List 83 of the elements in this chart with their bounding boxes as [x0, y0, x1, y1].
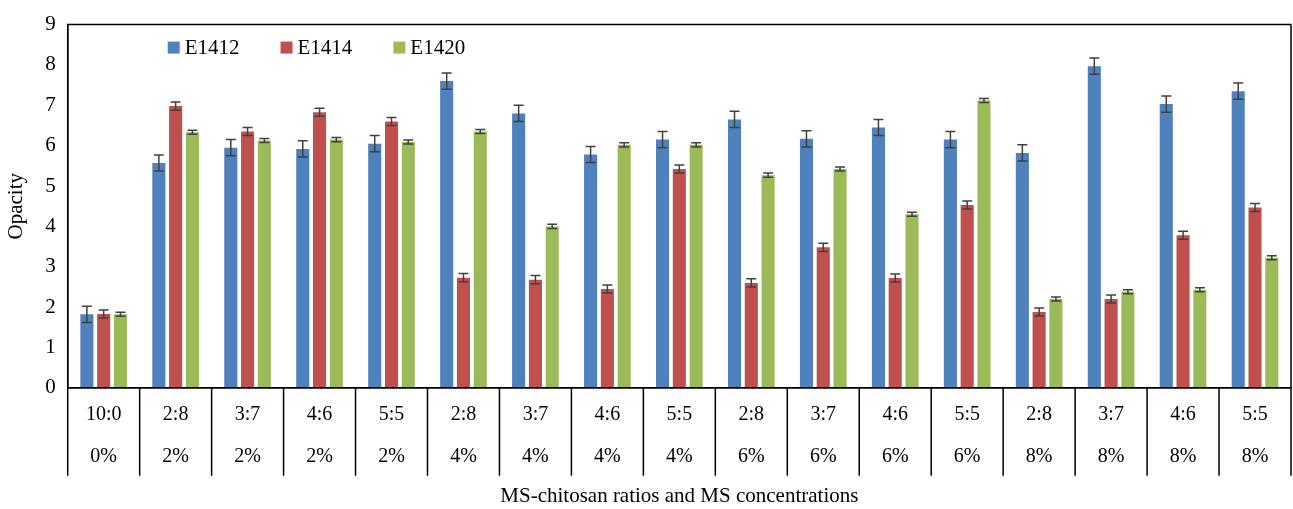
- bar: [727, 119, 742, 388]
- y-tick-label: 4: [45, 212, 57, 237]
- bar: [152, 163, 166, 388]
- bar: [368, 143, 382, 388]
- bar: [1032, 311, 1046, 388]
- y-tick-label: 8: [45, 51, 56, 76]
- bar: [528, 279, 542, 388]
- bar: [1193, 289, 1207, 388]
- bar: [473, 131, 487, 388]
- bar: [329, 139, 343, 388]
- bar: [943, 139, 957, 388]
- y-tick-label: 6: [45, 132, 56, 157]
- bar: [313, 112, 327, 388]
- x-tick-label: 3:7 8%: [1097, 402, 1125, 467]
- bar: [816, 247, 830, 388]
- y-axis-title: Opacity: [3, 172, 28, 240]
- bar: [384, 121, 399, 388]
- bar: [1121, 291, 1135, 388]
- bar: [617, 144, 631, 388]
- x-tick-label: 2:8 2%: [162, 402, 189, 467]
- bar: [512, 113, 526, 388]
- y-tick-label: 2: [45, 293, 56, 318]
- x-tick-label: 5:5 2%: [378, 402, 405, 467]
- bar: [169, 106, 183, 388]
- bar: [689, 144, 703, 388]
- legend-label: E1412: [184, 35, 240, 60]
- y-tick-label: 7: [45, 91, 56, 116]
- x-tick-label: 5:5 6%: [953, 402, 981, 467]
- legend-label: E1414: [297, 35, 353, 60]
- bar: [1087, 66, 1101, 388]
- bar: [241, 131, 255, 388]
- x-tick-label: 3:7 6%: [809, 402, 837, 467]
- bar: [833, 169, 847, 388]
- bar: [113, 314, 128, 388]
- bar: [185, 132, 199, 388]
- x-tick-label: 4:6 4%: [594, 402, 621, 467]
- x-tick-label: 3:7 2%: [234, 402, 261, 467]
- y-tick-label: 0: [45, 374, 56, 399]
- bar: [1049, 299, 1063, 388]
- x-tick-label: 4:6 2%: [306, 402, 333, 467]
- y-tick-label: 3: [45, 253, 56, 278]
- x-tick-label: 4:6 6%: [881, 402, 909, 467]
- bar: [584, 154, 598, 388]
- bar: [600, 288, 614, 388]
- x-tick-label: 2:8 6%: [737, 402, 765, 467]
- bar: [761, 175, 775, 388]
- bar: [224, 147, 238, 388]
- bar: [80, 314, 94, 388]
- bar: [97, 313, 111, 388]
- bar: [456, 277, 471, 388]
- bar: [672, 169, 686, 388]
- bar: [656, 139, 670, 388]
- x-tick-label: 3:7 4%: [522, 402, 549, 467]
- bar: [1015, 152, 1029, 388]
- x-tick-label: 2:8 8%: [1025, 402, 1053, 467]
- bar: [1248, 207, 1262, 388]
- bar: [1104, 299, 1118, 388]
- bar: [545, 226, 559, 388]
- bar: [888, 278, 902, 388]
- y-tick-label: 5: [45, 172, 56, 197]
- y-tick-label: 9: [45, 11, 56, 36]
- bar: [296, 148, 310, 388]
- bar: [799, 138, 814, 388]
- bar: [440, 81, 454, 388]
- x-axis-title: MS-chitosan ratios and MS concentrations: [500, 482, 859, 507]
- bar: [401, 142, 415, 388]
- bar: [257, 140, 271, 388]
- bar: [1265, 257, 1279, 388]
- x-tick-label: 5:5 8%: [1241, 402, 1269, 467]
- y-tick-label: 1: [45, 333, 56, 358]
- bar: [905, 214, 919, 388]
- x-tick-label: 2:8 4%: [450, 402, 477, 467]
- bar: [871, 127, 885, 388]
- bar: [960, 204, 974, 388]
- bar: [1176, 235, 1190, 388]
- legend-label: E1420: [410, 35, 466, 60]
- bar: [977, 100, 991, 388]
- bar: [1231, 91, 1245, 388]
- bar: [1159, 104, 1173, 388]
- x-tick-label: 10:0 0%: [85, 402, 122, 467]
- bar: [744, 282, 758, 388]
- x-tick-label: 5:5 4%: [666, 402, 693, 467]
- x-tick-label: 4:6 8%: [1169, 402, 1197, 467]
